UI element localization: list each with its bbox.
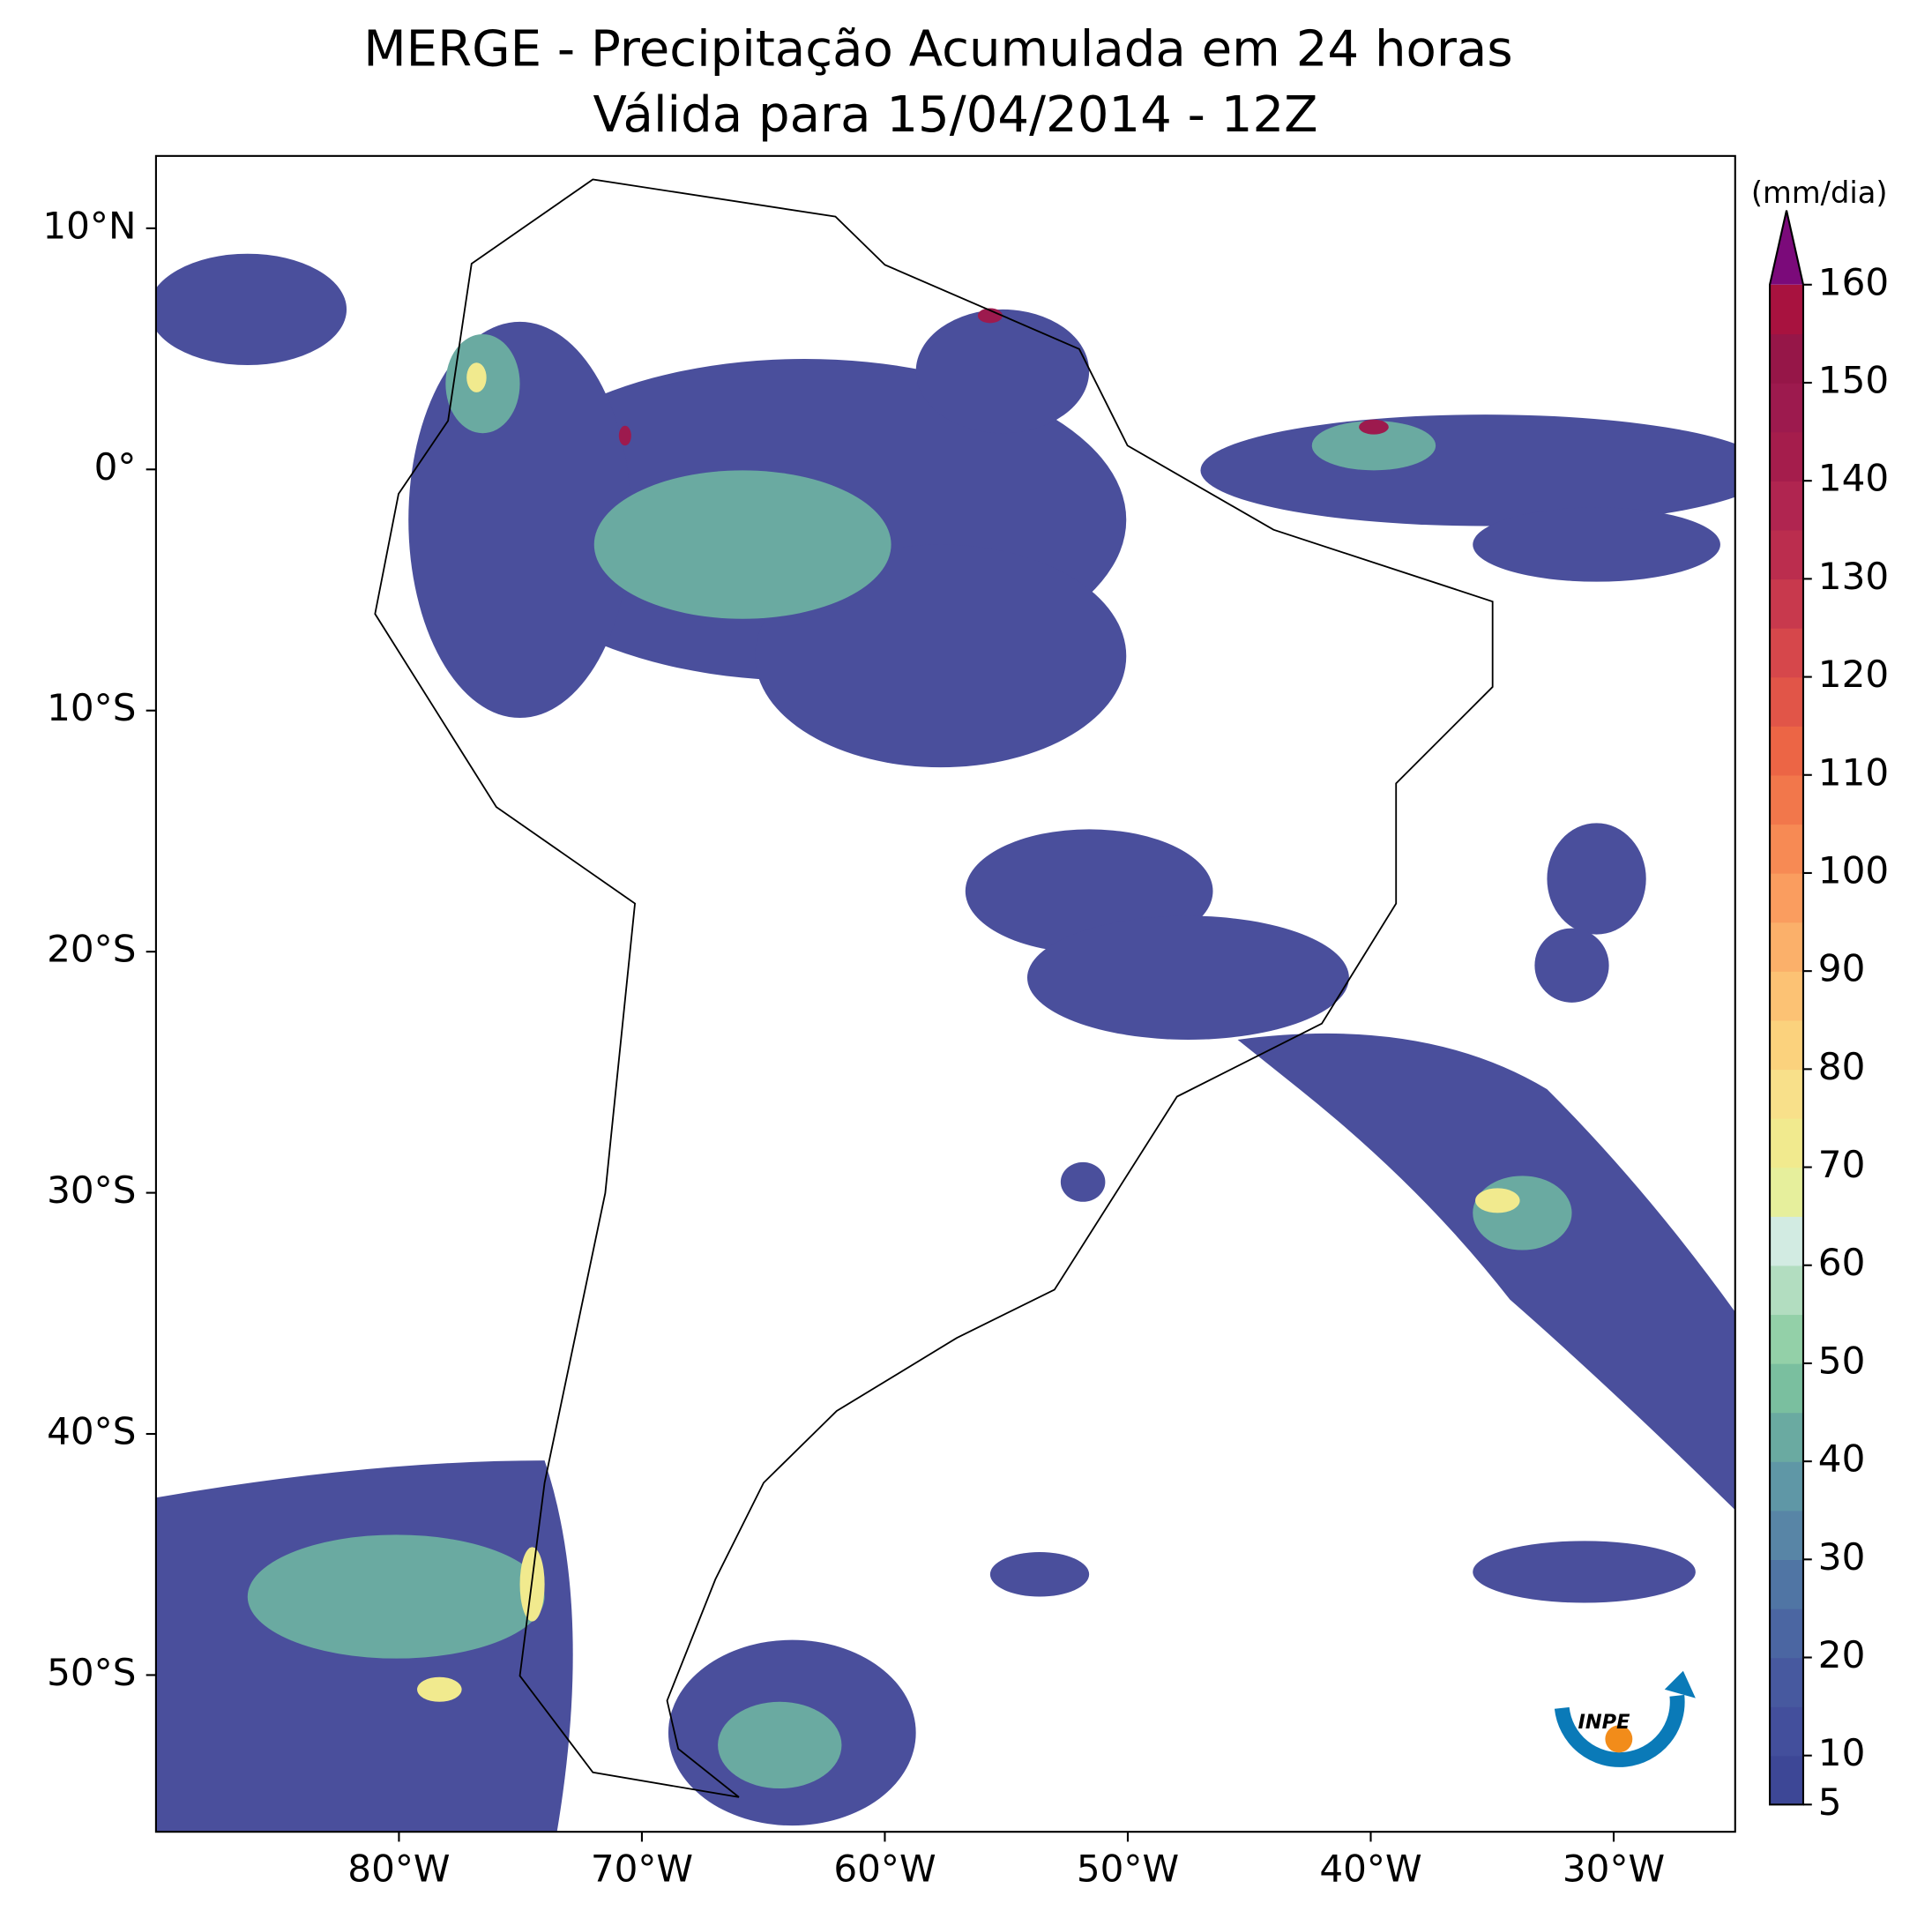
colorbar-tick-label: 50 <box>1818 1339 1866 1382</box>
rain-extreme <box>618 308 1389 446</box>
colorbar-band <box>1770 1019 1803 1071</box>
colorbar-tick-label: 150 <box>1818 358 1889 401</box>
logo: INPE <box>1529 1624 1716 1808</box>
colorbar-band <box>1770 1216 1803 1266</box>
y-tick-label: 10°N <box>42 204 136 247</box>
colorbar-band <box>1770 1559 1803 1609</box>
colorbar-band <box>1770 431 1803 481</box>
y-tick-label: 40°S <box>47 1410 136 1453</box>
x-tick-label: 60°W <box>833 1848 936 1891</box>
logo-dot <box>1605 1725 1633 1753</box>
colorbar-tick-label: 80 <box>1818 1045 1866 1088</box>
colorbar-band <box>1770 922 1803 972</box>
colorbar-band <box>1770 1314 1803 1364</box>
colorbar-band <box>1770 481 1803 531</box>
y-tick-label: 20°S <box>47 928 136 971</box>
colorbar-band <box>1770 284 1803 335</box>
colorbar-tick-label: 90 <box>1818 947 1866 990</box>
logo-text: INPE <box>1578 1711 1631 1734</box>
colorbar-tick-label: 10 <box>1818 1731 1866 1774</box>
colorbar-tick-label: 40 <box>1818 1437 1866 1481</box>
title-line-2: Válida para 15/04/2014 - 12Z <box>593 86 1318 144</box>
colorbar-label: (mm/dia) <box>1751 175 1888 210</box>
colorbar-band <box>1770 1412 1803 1462</box>
colorbar-band <box>1770 1117 1803 1168</box>
map-frame <box>154 154 1736 1833</box>
colorbar-tick-label: 120 <box>1818 653 1889 696</box>
colorbar-band <box>1770 774 1803 825</box>
colorbar-outline <box>1769 210 1805 1806</box>
colorbar-band <box>1770 1706 1803 1757</box>
colorbar-tick-label: 70 <box>1818 1143 1866 1186</box>
logo-arc <box>1554 1694 1685 1767</box>
colorbar-band <box>1770 1461 1803 1512</box>
colorbar-band <box>1770 1755 1803 1806</box>
colorbar-band <box>1770 1167 1803 1217</box>
x-tick-label: 50°W <box>1077 1848 1179 1891</box>
x-tick-label: 70°W <box>591 1848 693 1891</box>
colorbar-tick-label: 140 <box>1818 457 1889 500</box>
y-tick-label: 30°S <box>47 1168 136 1212</box>
x-tick-label: 80°W <box>347 1848 450 1891</box>
colorbar-tick-label: 60 <box>1818 1241 1866 1284</box>
y-tick-label: 0° <box>94 445 137 489</box>
rain-light <box>155 253 1735 1833</box>
colorbar-tick-label: 130 <box>1818 555 1889 598</box>
logo-arrow <box>1664 1670 1696 1698</box>
colorbar-tick-label: 20 <box>1818 1633 1866 1676</box>
coastline <box>374 178 1494 1798</box>
colorbar-tick-label: 100 <box>1818 848 1889 892</box>
colorbar-tick-label: 5 <box>1818 1780 1842 1824</box>
colorbar-band <box>1770 872 1803 923</box>
title-line-1: MERGE - Precipitação Acumulada em 24 hor… <box>363 21 1512 78</box>
y-tick-label: 10°S <box>47 686 136 729</box>
colorbar-band <box>1770 529 1803 580</box>
colorbar-band <box>1770 726 1803 776</box>
y-tick-label: 50°S <box>47 1651 136 1694</box>
colorbar-band <box>1770 824 1803 874</box>
precipitation-field <box>155 178 1735 1833</box>
x-tick-label: 30°W <box>1563 1848 1665 1891</box>
colorbar-extend <box>1770 210 1803 285</box>
colorbar-band <box>1770 1657 1803 1707</box>
colorbar-band <box>1770 1069 1803 1119</box>
colorbar-tick-label: 110 <box>1818 750 1889 794</box>
x-tick-label: 40°W <box>1319 1848 1421 1891</box>
colorbar-tick-label: 160 <box>1818 260 1889 303</box>
colorbar-band <box>1770 971 1803 1021</box>
colorbar-band <box>1770 382 1803 433</box>
colorbar-band <box>1770 1510 1803 1561</box>
colorbar-band <box>1770 676 1803 727</box>
colorbar-band <box>1770 627 1803 678</box>
colorbar-tick-label: 30 <box>1818 1535 1866 1579</box>
colorbar-band <box>1770 333 1803 384</box>
colorbar-band <box>1770 1265 1803 1316</box>
colorbar-band <box>1770 1362 1803 1414</box>
colorbar-band <box>1770 1608 1803 1659</box>
colorbar-band <box>1770 579 1803 629</box>
